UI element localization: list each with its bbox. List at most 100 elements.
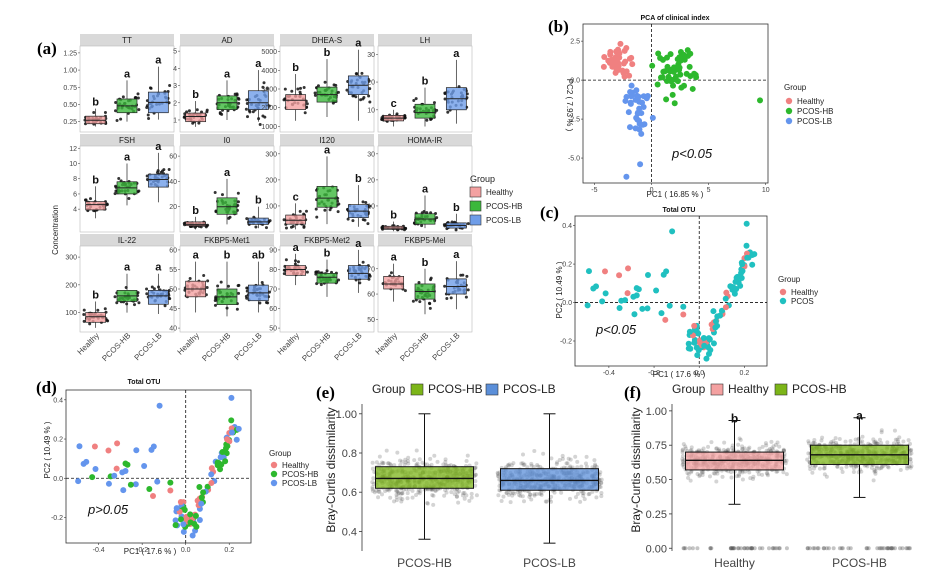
scatter-point [616, 50, 623, 57]
jitter-point [893, 437, 898, 442]
scatter-point [122, 460, 129, 467]
significance-letter: b [422, 76, 429, 88]
jitter-point [532, 448, 537, 453]
data-point [261, 85, 265, 89]
facet-strip-label: AD [221, 36, 232, 45]
facet-strip [378, 234, 472, 246]
jitter-point [566, 456, 571, 461]
scatter-point [667, 51, 674, 58]
data-point [88, 322, 92, 326]
jitter-point [457, 489, 462, 494]
jitter-point [578, 499, 583, 504]
jitter-point-zero [887, 546, 892, 551]
facet-strip [80, 234, 174, 246]
jitter-point [575, 491, 580, 496]
jitter-point-zero [772, 546, 777, 551]
jitter-point [769, 439, 774, 444]
data-point [351, 219, 355, 223]
scatter-point [634, 116, 641, 123]
x-category-label: PCOS-LB [431, 331, 462, 362]
data-point [368, 100, 372, 104]
data-point [425, 118, 429, 122]
significance-letter: ab [252, 250, 265, 262]
data-point [459, 273, 463, 277]
scatter-point [660, 271, 667, 278]
data-point [446, 110, 450, 114]
jitter-point [518, 490, 523, 495]
data-point [361, 218, 365, 222]
jitter-point [529, 463, 534, 468]
jitter-point [860, 439, 865, 444]
jitter-point [543, 499, 548, 504]
box-pcos-lb [500, 468, 599, 491]
scatter-point [687, 50, 694, 57]
jitter-point [885, 440, 890, 445]
scatter-point [83, 458, 90, 465]
jitter-point [374, 460, 379, 465]
box-healthy [185, 112, 207, 123]
jitter-point [505, 463, 510, 468]
data-point [366, 222, 370, 226]
scatter-point [691, 322, 698, 329]
jitter-point [777, 444, 782, 449]
jitter-point-zero [885, 546, 890, 551]
jitter-point [582, 497, 587, 502]
jitter-point [599, 494, 604, 499]
y-tick-label: 8 [73, 176, 77, 183]
panel-b-legend-item-2: PCOS-LB [797, 117, 832, 126]
jitter-point-zero [880, 546, 885, 551]
jitter-point [854, 464, 859, 469]
scatter-point [649, 62, 656, 69]
y-tick-label: 0.50 [646, 475, 667, 487]
x-category-label: PCOS-LB [133, 331, 164, 362]
scatter-point [751, 251, 758, 258]
jitter-point [370, 460, 375, 465]
scatter-point [228, 394, 235, 401]
legend-key-f-healthy [710, 383, 724, 396]
scatter-point [235, 425, 242, 432]
scatter-point [585, 268, 592, 275]
data-point [103, 307, 107, 311]
jitter-point-zero [731, 546, 736, 551]
facet-strip [378, 34, 472, 46]
scatter-point [228, 417, 235, 424]
panel-d-ylabel: PC2 ( 10.49 % ) [43, 421, 52, 478]
data-point [227, 216, 231, 220]
scatter-point [633, 87, 640, 94]
scatter-point [599, 298, 606, 305]
jitter-point [461, 491, 466, 496]
scatter-point [658, 310, 665, 317]
y-tick-label: 1000 [261, 124, 277, 131]
y-tick-label: 2 [173, 100, 177, 107]
x-category-label: PCOS-HB [100, 331, 132, 363]
jitter-point [508, 500, 513, 505]
jitter-point-zero [846, 546, 851, 551]
data-point [315, 215, 319, 219]
jitter-point [388, 495, 393, 500]
data-point [466, 222, 470, 226]
jitter-point [593, 462, 598, 467]
data-point [213, 190, 217, 194]
data-point [336, 210, 340, 214]
jitter-point [529, 461, 534, 466]
jitter-point [594, 464, 599, 469]
jitter-point [399, 499, 404, 504]
significance-letter: a [224, 167, 231, 179]
jitter-point [901, 439, 906, 444]
scatter-point [204, 483, 211, 490]
jitter-point [396, 490, 401, 495]
data-point [282, 268, 286, 272]
jitter-point [599, 491, 604, 496]
jitter-point [392, 499, 397, 504]
jitter-point [415, 461, 420, 466]
scatter-point [644, 305, 651, 312]
jitter-point [737, 469, 742, 474]
data-point [433, 299, 437, 303]
data-point [305, 270, 309, 274]
scatter-point [156, 402, 163, 409]
significance-letter: a [293, 242, 300, 254]
jitter-point [394, 488, 399, 493]
jitter-point [443, 460, 448, 465]
data-point [218, 111, 222, 115]
data-point [345, 88, 349, 92]
